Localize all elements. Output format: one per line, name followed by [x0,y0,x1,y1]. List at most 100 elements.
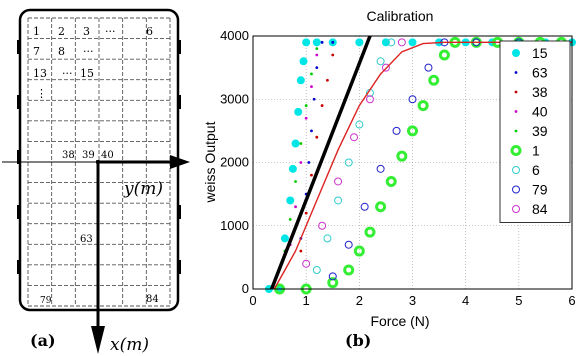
data-point [364,226,376,238]
data-point [323,234,332,243]
legend-label: 39 [532,123,548,139]
cell-38: 38 [62,150,75,161]
data-point [355,120,364,129]
data-point [294,180,297,183]
x-tick-label: 6 [568,293,575,308]
plot-marks [264,35,576,295]
calibration-curve [273,41,572,290]
legend-label: 38 [532,84,548,100]
cell-84: 84 [146,294,159,305]
y-axis-arrowhead [170,155,190,169]
series-84 [302,38,406,268]
panel-a-label: (a) [30,331,56,350]
x-tick-label: 5 [515,293,522,308]
data-point [310,129,313,133]
series-39 [283,47,319,253]
data-point [350,133,359,142]
data-point [294,107,303,116]
legend-marker [510,145,522,156]
data-point [296,76,305,85]
data-point [304,116,308,120]
data-point [315,135,319,139]
y-tick-label: 3000 [220,91,249,106]
data-point [408,38,417,47]
data-point [299,161,303,164]
panel-a-axes: y(m) x(m) [2,155,190,355]
data-point [438,49,450,61]
data-point [407,125,418,137]
cell-40: 40 [101,150,114,161]
data-point [344,158,353,167]
cell-39: 39 [82,150,95,161]
data-point [288,218,292,221]
data-point [320,40,324,44]
series-79 [328,38,523,281]
legend-marker [514,90,518,94]
data-point [286,196,295,205]
data-point [327,277,339,289]
cell-ellipsis-3: ··· [62,67,73,80]
legend-label: 79 [532,182,548,198]
data-point [331,53,335,57]
legend-label: 15 [532,45,548,61]
cell-15: 15 [80,67,94,80]
legend-item-1: 1 [510,143,540,159]
data-point [392,126,401,135]
legend-marker [512,205,520,213]
data-point [304,104,308,107]
data-point [312,38,321,47]
data-point [318,221,327,230]
data-point [310,85,313,88]
cell-7: 7 [33,45,40,58]
data-point [299,142,303,145]
data-point [334,177,343,186]
linear-fit-line [269,35,372,290]
data-point [302,38,311,47]
legend-box [499,40,571,223]
x-axis-label: x(m) [110,335,149,355]
legend-label: 1 [532,143,540,159]
data-point [334,196,343,205]
x-tick-label: 2 [356,293,363,308]
legend-item-6: 6 [512,162,540,178]
data-point [381,63,390,72]
data-point [315,47,319,51]
data-point [315,53,319,57]
legend-item-40: 40 [514,104,548,120]
data-point [299,249,303,253]
cell-8: 8 [58,45,65,58]
cell-63: 63 [80,234,93,245]
data-point [428,74,440,86]
data-point [288,164,297,173]
legend-item-79: 79 [512,182,548,198]
data-point [315,66,319,70]
series-38 [299,53,335,253]
data-point [424,63,433,72]
data-point [328,272,337,281]
data-point [291,139,300,148]
chart-title: Calibration [367,8,434,24]
cell-2: 2 [58,25,65,38]
data-point [344,240,353,249]
data-point [365,95,374,104]
panel-a: 1 2 3 ··· 6 7 8 ··· 13 ··· 15 ⋮ 38 39 40… [2,8,190,355]
legend-marker [512,49,520,57]
legend-item-63: 63 [514,65,548,81]
data-point [331,40,335,44]
legend-item-84: 84 [512,201,548,217]
data-point [387,38,396,47]
legend-label: 6 [532,162,540,178]
legend-item-15: 15 [512,45,548,61]
data-point [326,78,329,82]
x-axis-arrowhead [91,326,105,354]
data-point [417,100,429,112]
data-point [294,205,297,209]
data-point [408,95,417,104]
data-point [396,150,408,162]
data-point [343,264,355,276]
board-tabs-left [17,40,21,274]
legend-label: 63 [532,65,548,81]
data-point [376,57,385,66]
board-tabs-right [177,40,181,274]
